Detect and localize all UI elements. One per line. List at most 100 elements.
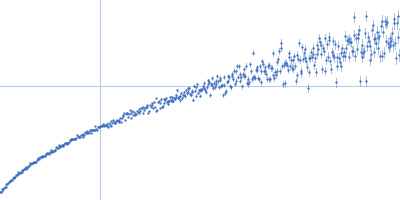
Point (284, 63, 290, 66)
Point (143, 106, 149, 109)
Point (240, 73, 246, 76)
Point (305, 86, 311, 90)
Point (229, 74, 236, 78)
Point (39, 155, 46, 158)
Point (346, 55, 352, 58)
Point (208, 82, 214, 85)
Point (248, 70, 254, 73)
Point (280, 63, 287, 66)
Point (358, 50, 364, 53)
Point (159, 105, 165, 109)
Point (156, 101, 163, 104)
Point (332, 43, 338, 46)
Point (104, 122, 110, 125)
Point (118, 120, 124, 123)
Point (57, 145, 63, 148)
Point (139, 107, 145, 110)
Point (55, 144, 62, 147)
Point (329, 51, 335, 54)
Point (253, 66, 260, 69)
Point (210, 86, 216, 89)
Point (221, 83, 228, 86)
Point (358, 55, 365, 58)
Point (138, 106, 144, 109)
Point (44, 151, 50, 154)
Point (310, 53, 316, 56)
Point (299, 46, 306, 49)
Point (80, 132, 86, 136)
Point (100, 123, 107, 127)
Point (204, 86, 210, 89)
Point (369, 29, 375, 32)
Point (364, 45, 370, 48)
Point (213, 82, 220, 86)
Point (190, 98, 196, 101)
Point (133, 112, 140, 116)
Point (196, 94, 203, 97)
Point (260, 70, 267, 73)
Point (164, 101, 170, 104)
Point (14, 173, 20, 176)
Point (367, 59, 374, 62)
Point (366, 40, 372, 43)
Point (1, 186, 7, 189)
Point (23, 165, 30, 168)
Point (370, 23, 376, 27)
Point (178, 91, 184, 95)
Point (93, 128, 99, 131)
Point (54, 147, 60, 150)
Point (201, 82, 208, 85)
Point (3, 183, 10, 186)
Point (274, 61, 280, 64)
Point (18, 171, 25, 174)
Point (350, 34, 357, 37)
Point (318, 53, 324, 56)
Point (245, 77, 252, 80)
Point (17, 171, 23, 175)
Point (40, 155, 46, 158)
Point (330, 39, 336, 42)
Point (176, 99, 183, 102)
Point (109, 121, 116, 125)
Point (180, 94, 186, 97)
Point (122, 118, 128, 121)
Point (261, 70, 268, 73)
Point (353, 36, 359, 39)
Point (362, 14, 369, 18)
Point (64, 141, 70, 144)
Point (319, 67, 326, 71)
Point (128, 111, 135, 114)
Point (46, 153, 52, 156)
Point (47, 149, 54, 152)
Point (98, 124, 104, 127)
Point (284, 68, 291, 71)
Point (295, 57, 301, 60)
Point (112, 121, 119, 124)
Point (317, 41, 323, 44)
Point (232, 82, 238, 86)
Point (45, 152, 51, 155)
Point (266, 63, 272, 67)
Point (391, 17, 398, 21)
Point (392, 41, 398, 45)
Point (126, 112, 132, 115)
Point (330, 53, 337, 56)
Point (53, 146, 59, 149)
Point (240, 68, 247, 71)
Point (271, 76, 277, 80)
Point (345, 39, 351, 42)
Point (243, 64, 249, 67)
Point (216, 78, 223, 81)
Point (65, 141, 71, 144)
Point (327, 59, 334, 62)
Point (304, 65, 310, 68)
Point (219, 83, 225, 86)
Point (144, 103, 150, 106)
Point (92, 125, 98, 128)
Point (82, 132, 89, 135)
Point (339, 47, 346, 50)
Point (15, 171, 22, 174)
Point (277, 41, 284, 44)
Point (396, 53, 400, 57)
Point (136, 112, 143, 115)
